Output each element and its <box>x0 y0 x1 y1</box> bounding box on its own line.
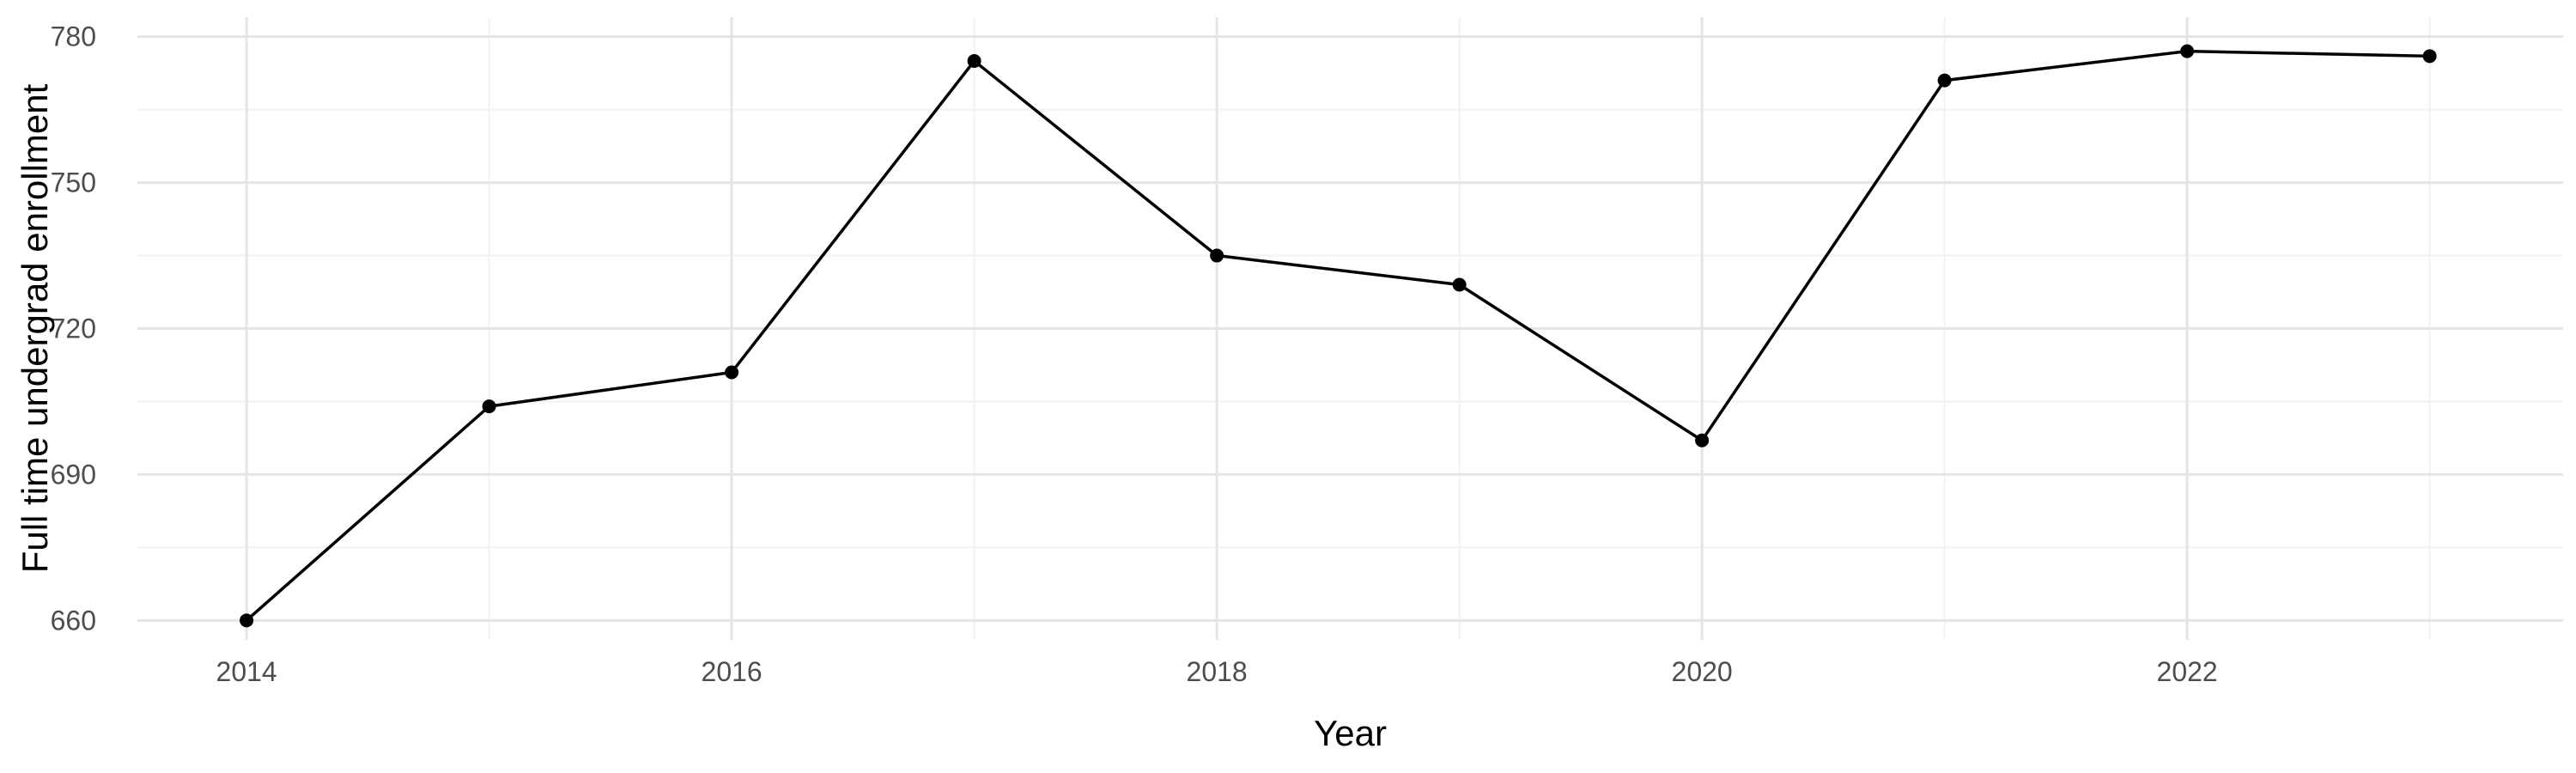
data-point <box>1210 248 1224 263</box>
data-point <box>725 365 739 380</box>
y-tick-label: 720 <box>51 313 96 344</box>
data-point <box>2180 44 2195 58</box>
y-tick-label: 750 <box>51 167 96 198</box>
major-gridlines <box>137 17 2563 640</box>
data-point <box>2422 49 2437 64</box>
data-point <box>1937 73 1952 88</box>
data-point <box>240 613 254 628</box>
y-tick-label: 660 <box>51 605 96 636</box>
x-tick-label: 2022 <box>2157 656 2218 687</box>
data-point <box>967 53 981 68</box>
points-layer <box>240 44 2437 628</box>
y-tick-label: 780 <box>51 21 96 52</box>
data-point <box>1452 277 1467 292</box>
x-tick-labels: 2014 2016 2018 2020 2022 <box>216 656 2218 687</box>
series-layer <box>245 49 2430 622</box>
data-point <box>1695 433 1710 447</box>
x-tick-label: 2020 <box>1672 656 1733 687</box>
data-point <box>482 399 496 414</box>
y-tick-label: 690 <box>51 459 96 490</box>
x-axis-title: Year <box>1314 713 1387 753</box>
y-tick-labels: 660 690 720 750 780 <box>51 21 96 636</box>
y-axis-title: Full time undergrad enrollment <box>15 83 55 573</box>
x-tick-label: 2014 <box>216 656 277 687</box>
x-tick-label: 2016 <box>702 656 762 687</box>
series-line <box>245 49 2430 622</box>
x-tick-label: 2018 <box>1187 656 1248 687</box>
